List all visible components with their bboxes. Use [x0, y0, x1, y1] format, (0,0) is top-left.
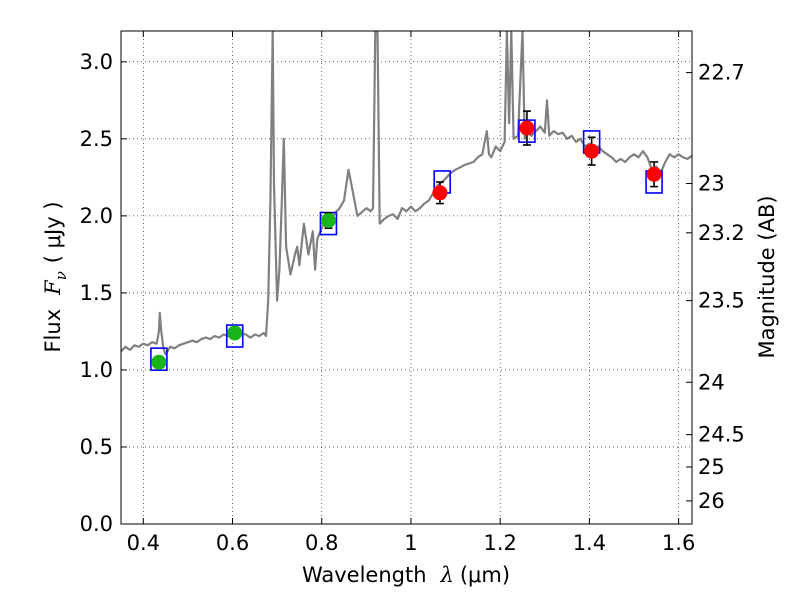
- observed-point: [519, 120, 535, 136]
- x-tick-label: 0.8: [305, 531, 338, 555]
- y-tick-label: 0.0: [80, 512, 113, 536]
- y2-tick-label: 22.7: [698, 61, 745, 85]
- x-tick-label: 1: [404, 531, 417, 555]
- y-tick-label: 2.5: [80, 127, 113, 151]
- y2-tick-label: 24.5: [698, 423, 745, 447]
- observed-point: [432, 185, 448, 201]
- plot-frame: [120, 30, 693, 525]
- y2-tick-label: 23: [698, 172, 725, 196]
- x-tick-label: 0.4: [127, 531, 160, 555]
- y-tick-label: 3.0: [80, 50, 113, 74]
- observed-point: [646, 166, 662, 182]
- x-tick-label: 1.2: [483, 531, 516, 555]
- y2-tick-label: 24: [698, 370, 725, 394]
- y2-tick-label: 23.2: [698, 221, 745, 245]
- y-tick-label: 0.5: [80, 435, 113, 459]
- observed-point: [584, 143, 600, 159]
- x-tick-label: 1.6: [662, 531, 695, 555]
- x-axis-title: Wavelength λ (μm): [302, 563, 510, 587]
- y-tick-label: 1.5: [80, 281, 113, 305]
- y-axis-title: FluxFν( μJy ): [41, 201, 70, 352]
- observed-point: [227, 325, 243, 341]
- right-axis-title: Magnitude (AB): [755, 195, 779, 358]
- model-photometry-square: [225, 324, 244, 348]
- observed-point: [320, 212, 336, 228]
- data-layer: [121, 31, 692, 371]
- axis-ticks: 0.4 0.6 0.8 1 1.2 1.4 1.6 0.0 0.5 1.0 1.5 2.0 2.5 3.0…: [80, 31, 745, 555]
- spectrum-line: [121, 31, 692, 356]
- y-tick-label: 1.0: [80, 358, 113, 382]
- y2-tick-label: 26: [698, 489, 725, 513]
- plot-area: [121, 31, 692, 524]
- x-tick-label: 1.4: [573, 531, 606, 555]
- observed-point: [151, 354, 167, 370]
- y2-tick-label: 23.5: [698, 289, 745, 313]
- x-tick-label: 0.6: [216, 531, 249, 555]
- model-photometry-square: [150, 347, 168, 371]
- y2-tick-label: 25: [698, 455, 725, 479]
- y-tick-label: 2.0: [80, 204, 113, 228]
